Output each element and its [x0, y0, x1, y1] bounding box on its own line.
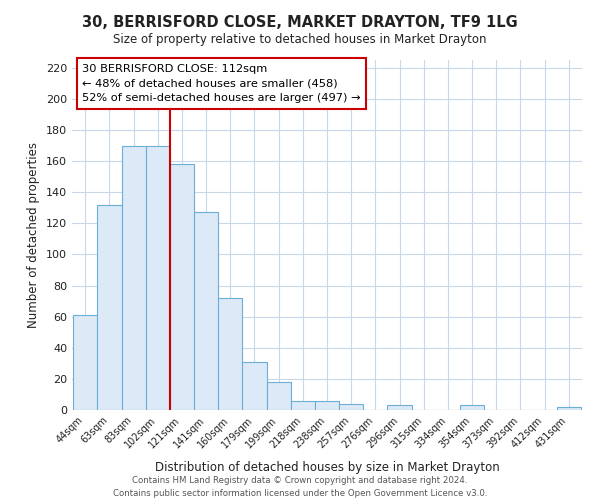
Bar — [97, 204, 122, 410]
Text: Size of property relative to detached houses in Market Drayton: Size of property relative to detached ho… — [113, 32, 487, 46]
Bar — [388, 406, 412, 410]
Text: Contains HM Land Registry data © Crown copyright and database right 2024.
Contai: Contains HM Land Registry data © Crown c… — [113, 476, 487, 498]
Bar — [266, 382, 291, 410]
Bar — [194, 212, 218, 410]
Bar — [460, 406, 484, 410]
Bar — [339, 404, 363, 410]
Bar — [242, 362, 266, 410]
Y-axis label: Number of detached properties: Number of detached properties — [28, 142, 40, 328]
Bar — [557, 407, 581, 410]
Text: 30, BERRISFORD CLOSE, MARKET DRAYTON, TF9 1LG: 30, BERRISFORD CLOSE, MARKET DRAYTON, TF… — [82, 15, 518, 30]
Bar — [170, 164, 194, 410]
Text: 30 BERRISFORD CLOSE: 112sqm
← 48% of detached houses are smaller (458)
52% of se: 30 BERRISFORD CLOSE: 112sqm ← 48% of det… — [82, 64, 361, 103]
Bar — [291, 400, 315, 410]
Bar — [146, 146, 170, 410]
Bar — [73, 315, 97, 410]
Bar — [122, 146, 146, 410]
Bar — [218, 298, 242, 410]
X-axis label: Distribution of detached houses by size in Market Drayton: Distribution of detached houses by size … — [155, 461, 499, 474]
Bar — [315, 400, 339, 410]
